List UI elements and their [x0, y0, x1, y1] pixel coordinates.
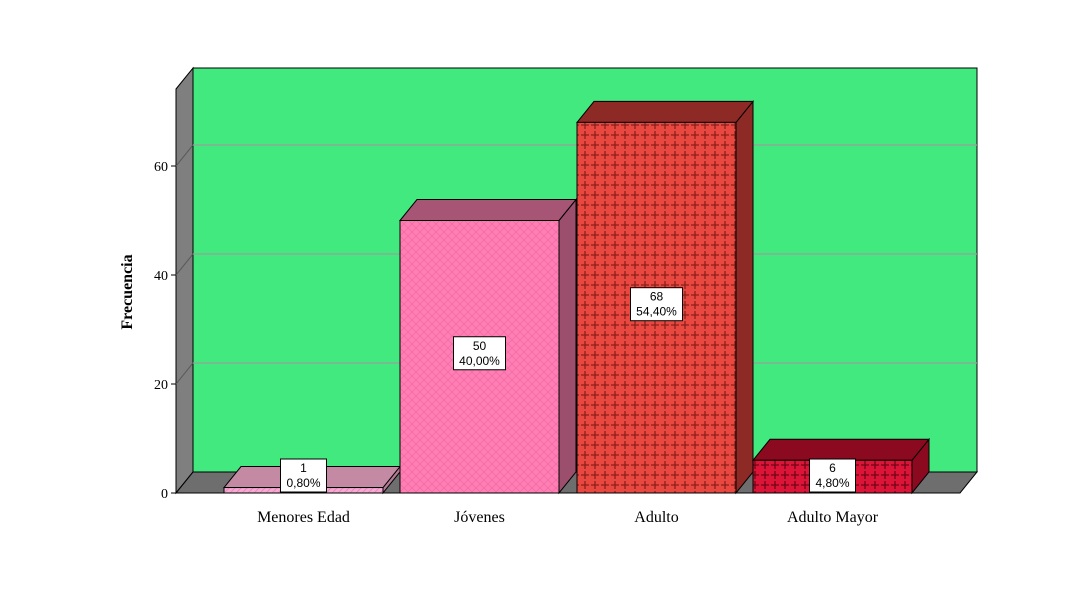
y-tick-label: 40 — [154, 269, 168, 284]
data-label-percent: 54,40% — [636, 305, 677, 319]
data-label: 64,80% — [809, 458, 856, 493]
y-tick-label: 20 — [154, 378, 168, 393]
x-tick-label: Adulto Mayor — [787, 509, 879, 526]
y-axis-label: Frecuencia — [119, 254, 136, 329]
data-label-box — [630, 287, 683, 322]
x-tick-label: Menores Edad — [257, 509, 350, 526]
bar-side — [735, 99, 754, 495]
category-labels: Menores Edad Jóvenes Adulto Adulto Mayor — [257, 509, 879, 526]
gridline-side — [175, 362, 194, 385]
data-label-percent: 40,00% — [459, 354, 500, 368]
data-label-value: 68 — [650, 290, 664, 304]
data-label-box — [453, 336, 506, 371]
data-label-box — [809, 458, 856, 493]
data-label-percent: 4,80% — [815, 476, 849, 490]
y-tick-label: 0 — [161, 487, 168, 502]
bar-top — [398, 199, 578, 221]
data-label: 10,80% — [280, 458, 327, 493]
data-label-value: 50 — [473, 339, 487, 353]
x-tick-label: Adulto — [634, 509, 678, 526]
data-label-box — [280, 458, 327, 493]
y-tick-label: 60 — [154, 160, 168, 175]
bar-side — [558, 198, 577, 495]
data-label-value: 1 — [300, 461, 307, 475]
y-axis-ticks: 0 20 40 60 — [154, 160, 176, 502]
data-label-value: 6 — [829, 461, 836, 475]
bar-top — [751, 438, 931, 461]
bar-top — [575, 100, 755, 123]
data-label-percent: 0,80% — [286, 476, 320, 490]
gridline-side — [175, 144, 194, 167]
side-wall — [175, 66, 194, 495]
x-tick-label: Jóvenes — [454, 509, 505, 526]
gridline-side — [175, 253, 194, 276]
